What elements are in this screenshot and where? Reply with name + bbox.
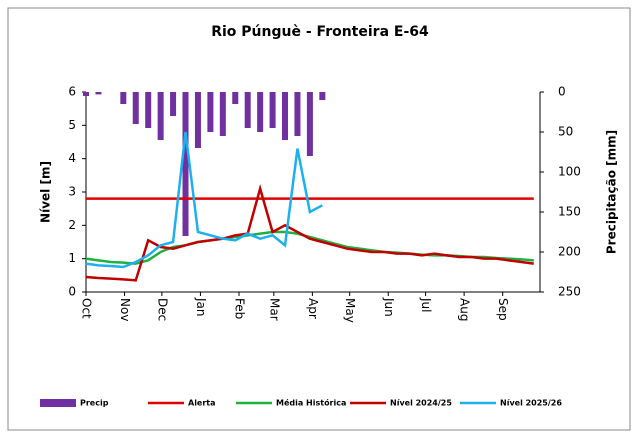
- x-tick-label: Mar: [267, 298, 281, 321]
- precip-bar: [244, 92, 251, 128]
- y2-tick-label: 0: [558, 85, 566, 99]
- legend-label: Nível 2024/25: [390, 399, 452, 408]
- precip-bar: [194, 92, 201, 148]
- chart-title: Rio Púnguè - Fronteira E-64: [211, 24, 429, 40]
- series-line: [85, 184, 534, 282]
- y2-tick-label: 250: [558, 285, 581, 299]
- precip-bar: [182, 92, 189, 236]
- precip-bar: [157, 92, 164, 140]
- x-tick-label: Apr: [306, 298, 320, 319]
- legend-label: Nível 2025/26: [500, 399, 562, 408]
- x-tick-label: Aug: [458, 298, 472, 321]
- precip-bar: [207, 92, 214, 132]
- precip-bar: [120, 92, 127, 104]
- precip-bar: [83, 92, 89, 96]
- legend-label: Alerta: [188, 399, 216, 408]
- x-tick-label: Oct: [80, 298, 94, 319]
- precip-bar: [232, 92, 239, 104]
- y2-tick-label: 50: [558, 125, 573, 139]
- y2-tick-label: 200: [558, 245, 581, 259]
- legend-label: Precip: [80, 399, 109, 408]
- x-tick-label: Sep: [496, 298, 510, 321]
- x-tick-label: Dec: [155, 298, 169, 321]
- precip-bar: [319, 92, 326, 100]
- y-axis-label: Nível [m]: [39, 161, 53, 223]
- x-tick-label: Jun: [382, 297, 396, 317]
- y-tick-label: 4: [68, 151, 76, 165]
- precip-bar: [269, 92, 276, 128]
- y-tick-label: 6: [68, 85, 76, 99]
- x-tick-label: Nov: [118, 298, 132, 321]
- y2-tick-label: 150: [558, 205, 581, 219]
- x-tick-label: Jul: [419, 297, 433, 312]
- x-tick-label: Jan: [194, 297, 208, 317]
- precip-bar: [294, 92, 301, 136]
- y-tick-label: 3: [68, 185, 76, 199]
- precip-bar: [132, 92, 139, 124]
- x-tick-label: May: [343, 298, 357, 323]
- precip-bar: [219, 92, 226, 136]
- y2-tick-label: 100: [558, 165, 581, 179]
- x-tick-label: Feb: [232, 298, 246, 319]
- y2-axis-label: Precipitação [mm]: [605, 130, 619, 254]
- precip-bar: [145, 92, 152, 128]
- y-tick-label: 2: [68, 218, 76, 232]
- y-tick-label: 1: [68, 251, 76, 265]
- precip-bar: [282, 92, 289, 140]
- legend-label: Média Histórica: [276, 398, 346, 408]
- y-tick-label: 0: [68, 285, 76, 299]
- precip-bar: [170, 92, 177, 116]
- chart-frame: [7, 7, 631, 431]
- precip-bar: [95, 92, 102, 95]
- y-tick-label: 5: [68, 118, 76, 132]
- precip-bar: [306, 92, 313, 156]
- precip-bar: [257, 92, 264, 132]
- series-line: [85, 131, 323, 269]
- legend-swatch: [40, 399, 76, 407]
